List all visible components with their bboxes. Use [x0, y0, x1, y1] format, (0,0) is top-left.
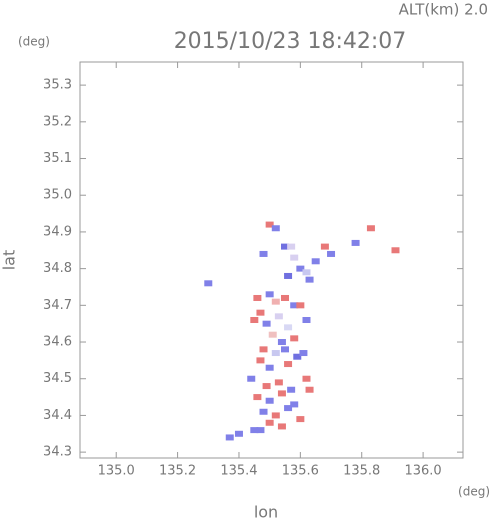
- radar-cell: [284, 272, 293, 279]
- radar-cell: [234, 430, 243, 437]
- radar-cell: [290, 401, 299, 408]
- radar-cell: [284, 405, 293, 412]
- radar-cell: [366, 225, 375, 232]
- radar-cell: [256, 309, 265, 316]
- radar-cell: [302, 375, 311, 382]
- y-tick-label: 34.5: [43, 371, 72, 386]
- radar-cell: [290, 302, 299, 309]
- x-unit: (deg): [458, 485, 490, 499]
- radar-cell: [259, 250, 268, 257]
- radar-cell: [265, 291, 274, 298]
- radar-cell: [296, 416, 305, 423]
- radar-cell: [287, 386, 296, 393]
- radar-cell: [256, 357, 265, 364]
- radar-cell: [268, 331, 277, 338]
- radar-cell: [284, 324, 293, 331]
- y-unit: (deg): [18, 35, 50, 49]
- radar-cell: [274, 379, 283, 386]
- y-tick-label: 34.4: [43, 408, 72, 423]
- radar-cell: [253, 394, 262, 401]
- radar-cell: [305, 386, 314, 393]
- x-tick-label: 135.4: [220, 464, 257, 479]
- radar-cell: [247, 375, 256, 382]
- radar-cell: [281, 243, 290, 250]
- radar-cell: [259, 346, 268, 353]
- radar-cell: [271, 350, 280, 357]
- radar-cell: [296, 302, 305, 309]
- y-tick-label: 34.3: [43, 445, 72, 460]
- radar-cell: [293, 353, 302, 360]
- radar-cell: [204, 280, 213, 287]
- radar-cell: [225, 434, 234, 441]
- x-tick-label: 136.0: [404, 464, 441, 479]
- radar-cell: [256, 427, 265, 434]
- radar-cell: [391, 247, 400, 254]
- chart-title: 2015/10/23 18:42:07: [174, 29, 407, 54]
- radar-cell: [250, 317, 259, 324]
- y-tick-label: 35.1: [43, 151, 72, 166]
- radar-cell: [262, 320, 271, 327]
- radar-cell: [277, 339, 286, 346]
- radar-cell: [327, 250, 336, 257]
- y-tick-label: 34.7: [43, 298, 72, 313]
- radar-cell: [265, 221, 274, 228]
- radar-cell: [262, 383, 271, 390]
- y-tick-label: 34.6: [43, 335, 72, 350]
- radar-cell: [284, 361, 293, 368]
- x-tick-label: 135.6: [282, 464, 319, 479]
- radar-cell: [290, 335, 299, 342]
- radar-cell: [311, 258, 320, 265]
- radar-cell: [277, 390, 286, 397]
- x-tick-label: 135.2: [159, 464, 196, 479]
- radar-cell: [287, 243, 296, 250]
- radar-cell: [271, 298, 280, 305]
- plot-frame: [79, 61, 464, 459]
- radar-cell: [277, 423, 286, 430]
- radar-cell: [265, 364, 274, 371]
- radar-cell: [290, 254, 299, 261]
- radar-cell: [265, 397, 274, 404]
- radar-cell: [305, 276, 314, 283]
- x-tick-label: 135.0: [98, 464, 135, 479]
- radar-cell: [302, 269, 311, 276]
- radar-cell: [281, 346, 290, 353]
- radar-cell: [296, 265, 305, 272]
- radar-cell: [274, 313, 283, 320]
- radar-cell: [271, 225, 280, 232]
- radar-cell: [253, 294, 262, 301]
- y-tick-label: 35.0: [43, 188, 72, 203]
- radar-cell: [271, 412, 280, 419]
- x-axis-label: lon: [254, 503, 278, 521]
- radar-cell: [320, 243, 329, 250]
- y-tick-label: 34.9: [43, 224, 72, 239]
- radar-cell: [302, 317, 311, 324]
- altitude-label: ALT(km) 2.0: [399, 1, 488, 19]
- y-axis-label: lat: [0, 250, 19, 271]
- radar-cell: [281, 294, 290, 301]
- y-tick-label: 34.8: [43, 261, 72, 276]
- radar-cell: [265, 419, 274, 426]
- radar-cell: [299, 350, 308, 357]
- y-tick-label: 35.2: [43, 114, 72, 129]
- radar-cell: [250, 427, 259, 434]
- radar-cell: [351, 239, 360, 246]
- radar-cell: [259, 408, 268, 415]
- x-tick-label: 135.8: [343, 464, 380, 479]
- y-tick-label: 35.3: [43, 78, 72, 93]
